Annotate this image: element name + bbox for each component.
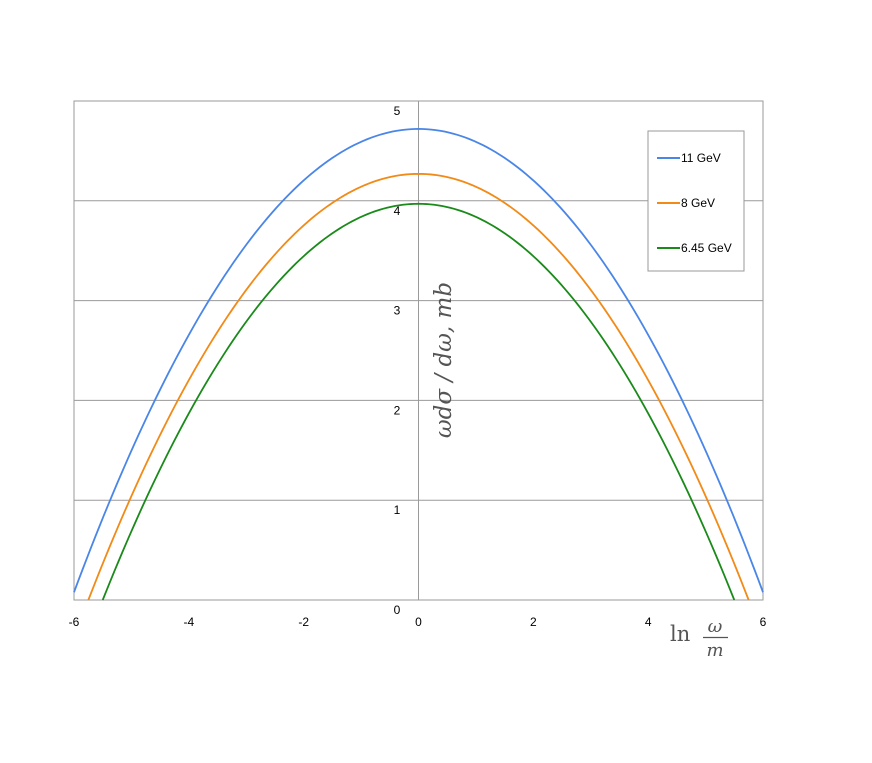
x-axis-label-numerator: ω [708, 616, 723, 637]
series-curves [73, 128, 764, 601]
x-axis-label-group: ln ω m [670, 616, 728, 661]
legend-label: 11 GeV [681, 151, 721, 165]
series-line-11-gev [73, 128, 764, 593]
x-tick-label: -4 [183, 615, 194, 629]
x-tick-label: 4 [645, 615, 652, 629]
y-tick-labels: 0 1 2 3 4 5 [394, 104, 401, 617]
x-axis-label-prefix: ln [670, 622, 690, 646]
x-axis-label-denominator: m [706, 640, 723, 661]
x-tick-label: 0 [415, 615, 422, 629]
legend-label: 8 GeV [681, 196, 715, 210]
y-tick-label: 2 [394, 403, 401, 417]
x-tick-label: 2 [530, 615, 537, 629]
legend: 11 GeV 8 GeV 6.45 GeV [647, 130, 745, 272]
legend-label: 6.45 GeV [681, 241, 732, 255]
y-tick-label: 1 [394, 503, 401, 517]
x-tick-label: -2 [298, 615, 309, 629]
y-axis-label: ωdσ / dω, mb [431, 282, 457, 438]
series-line-6.45-gev [101, 202, 736, 601]
y-tick-label: 4 [394, 204, 401, 218]
series-line-8-gev [87, 172, 750, 601]
y-tick-label: 0 [394, 603, 401, 617]
x-tick-label: 6 [760, 615, 767, 629]
x-tick-label: -6 [69, 615, 80, 629]
y-tick-label: 5 [394, 104, 401, 118]
y-tick-label: 3 [394, 304, 401, 318]
y-axis-label-group: ωdσ / dω, mb [431, 282, 457, 438]
x-tick-labels: -6 -4 -2 0 2 4 6 [69, 615, 767, 629]
